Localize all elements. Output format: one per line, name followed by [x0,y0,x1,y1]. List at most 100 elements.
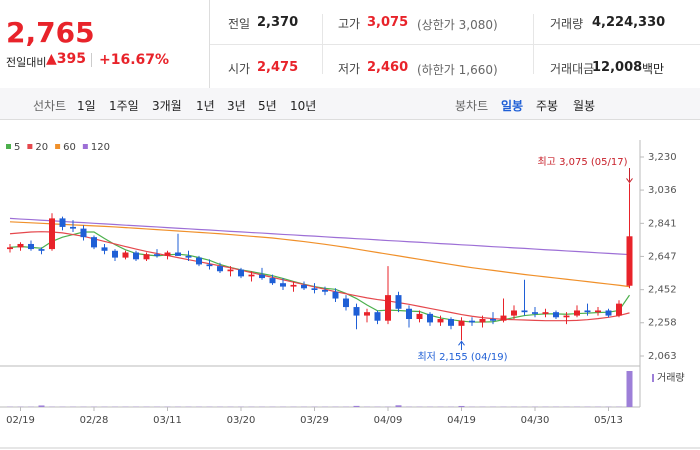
candle-body [364,312,370,316]
candle-body [311,288,318,291]
y-tick-label: 3,036 [648,185,677,196]
candle-body [563,315,570,318]
volume-bar [353,405,360,407]
candle-body [542,312,549,314]
legend-label: 120 [91,142,110,153]
candle-period[interactable]: 일봉 [501,99,524,113]
candle-body [101,247,108,251]
period[interactable]: 1주일 [109,99,139,113]
legend-swatch [82,144,88,149]
period[interactable]: 3개월 [152,99,182,113]
candle-body [164,252,171,256]
value: 2,370 [257,15,299,30]
legend-label: 5 [14,142,20,153]
candle-body [406,308,412,319]
candle-body [206,264,213,267]
candle-body [553,312,559,318]
candle-chart-label: 봉차트 [455,99,489,113]
legend-swatch [6,144,11,149]
note: (상한가 3,080) [417,18,498,32]
divider [91,53,92,67]
legend-label: 60 [63,142,76,153]
candle-body [353,307,360,316]
annotation-low: 최저 2,155 (04/19) [417,351,507,363]
candle-body [584,310,591,313]
period[interactable]: 1일 [77,99,96,113]
candle-body [91,237,97,248]
y-tick-label: 2,452 [648,285,677,296]
candle-body [259,274,265,279]
ma-line [9,231,630,322]
volume-bar [626,371,633,407]
candle-body [154,254,160,256]
period[interactable]: 5년 [258,99,277,113]
x-tick-label: 03/29 [300,415,329,426]
candle-body [70,226,76,229]
change-value: 395 [56,51,87,67]
candle-body [122,252,129,258]
candle-body [500,315,507,321]
candle-body [626,236,633,286]
x-tick-label: 04/09 [374,415,403,426]
candle-period[interactable]: 주봉 [536,99,559,113]
candle-body [395,295,402,309]
x-tick-label: 03/11 [153,415,182,426]
ma-line [9,217,630,256]
candle-body [416,313,423,319]
candle-body [437,318,444,323]
volume-legend-swatch [652,374,654,382]
candle-body [28,243,34,250]
legend-swatch [27,144,33,149]
candle-period[interactable]: 월봉 [573,99,596,113]
candle-body [112,250,118,258]
y-tick-label: 2,258 [648,318,677,329]
value: 3,075 [367,15,409,30]
candle-body [343,298,349,308]
period[interactable]: 3년 [227,99,246,113]
y-tick-label: 2,647 [648,251,677,262]
label: 거래대금 [550,62,595,76]
candle-body [574,310,580,316]
divider [533,14,534,74]
candle-body [616,303,622,316]
label: 전일 [228,17,251,31]
annotation-high: 최고 3,075 (05/17) [537,156,627,168]
candle-body [301,284,307,289]
volume-bar [458,405,465,407]
candle-body [280,283,286,287]
y-tick-label: 2,063 [648,351,677,362]
candle-body [322,290,328,292]
candle-body [227,269,234,272]
candle-body [17,243,24,248]
period[interactable]: 1년 [196,99,215,113]
change-label: 전일대비 [6,56,47,69]
candle-body [175,252,181,256]
divider [209,0,210,88]
divider [210,44,700,45]
divider [322,14,323,74]
candle-body [458,320,465,326]
candle-body [521,310,528,313]
label: 시가 [228,62,251,76]
ma-line [9,221,630,288]
candle-body [269,278,276,284]
x-tick-label: 02/19 [6,415,35,426]
candle-body [217,266,223,272]
x-tick-label: 03/20 [227,415,256,426]
value: 2,460 [367,60,409,75]
line-chart-label: 선차트 [33,99,67,113]
candle-body [605,310,612,316]
candle-body [80,228,87,238]
candle-body [532,312,538,314]
candle-body [248,274,255,277]
candle-body [290,284,297,287]
candle-body [49,218,55,250]
candle-body [7,247,13,250]
candle-body [448,318,454,326]
period[interactable]: 10년 [290,99,317,113]
annotation-arrowhead [458,340,465,346]
volume-legend-label: 거래량 [657,372,685,384]
candle-body [133,252,139,260]
candle-body [59,218,66,227]
